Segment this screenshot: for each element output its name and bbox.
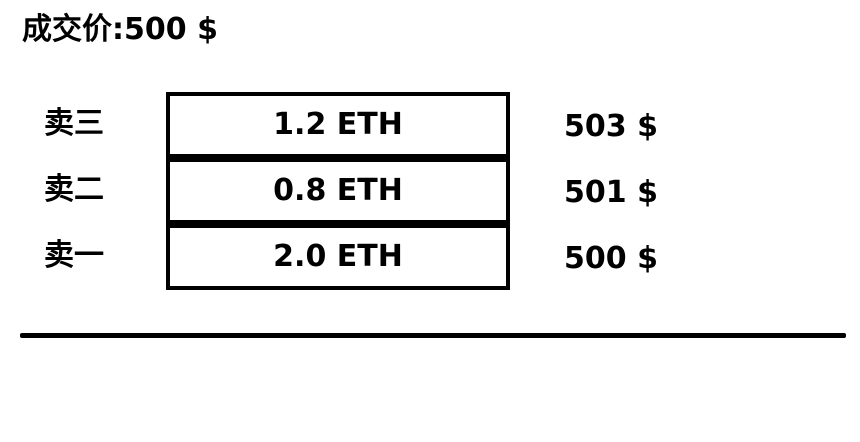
last-price-label: 成交价:500 $ [22,12,218,47]
ask-row-3: 卖三 1.2 ETH 503 $ [0,92,860,158]
ask-level-label: 卖二 [44,172,104,207]
ask-row-2: 卖二 0.8 ETH 501 $ [0,158,860,224]
ask-level-label: 卖三 [44,106,104,141]
ask-price: 501 $ [564,175,658,210]
ask-row-1: 卖一 2.0 ETH 500 $ [0,224,860,290]
ask-amount-box: 2.0 ETH [166,224,510,290]
ask-amount-box: 1.2 ETH [166,92,510,158]
ask-amount-box: 0.8 ETH [166,158,510,224]
ask-level-label: 卖一 [44,238,104,273]
ask-price: 500 $ [564,241,658,276]
ask-price: 503 $ [564,109,658,144]
order-book-divider [20,333,846,338]
